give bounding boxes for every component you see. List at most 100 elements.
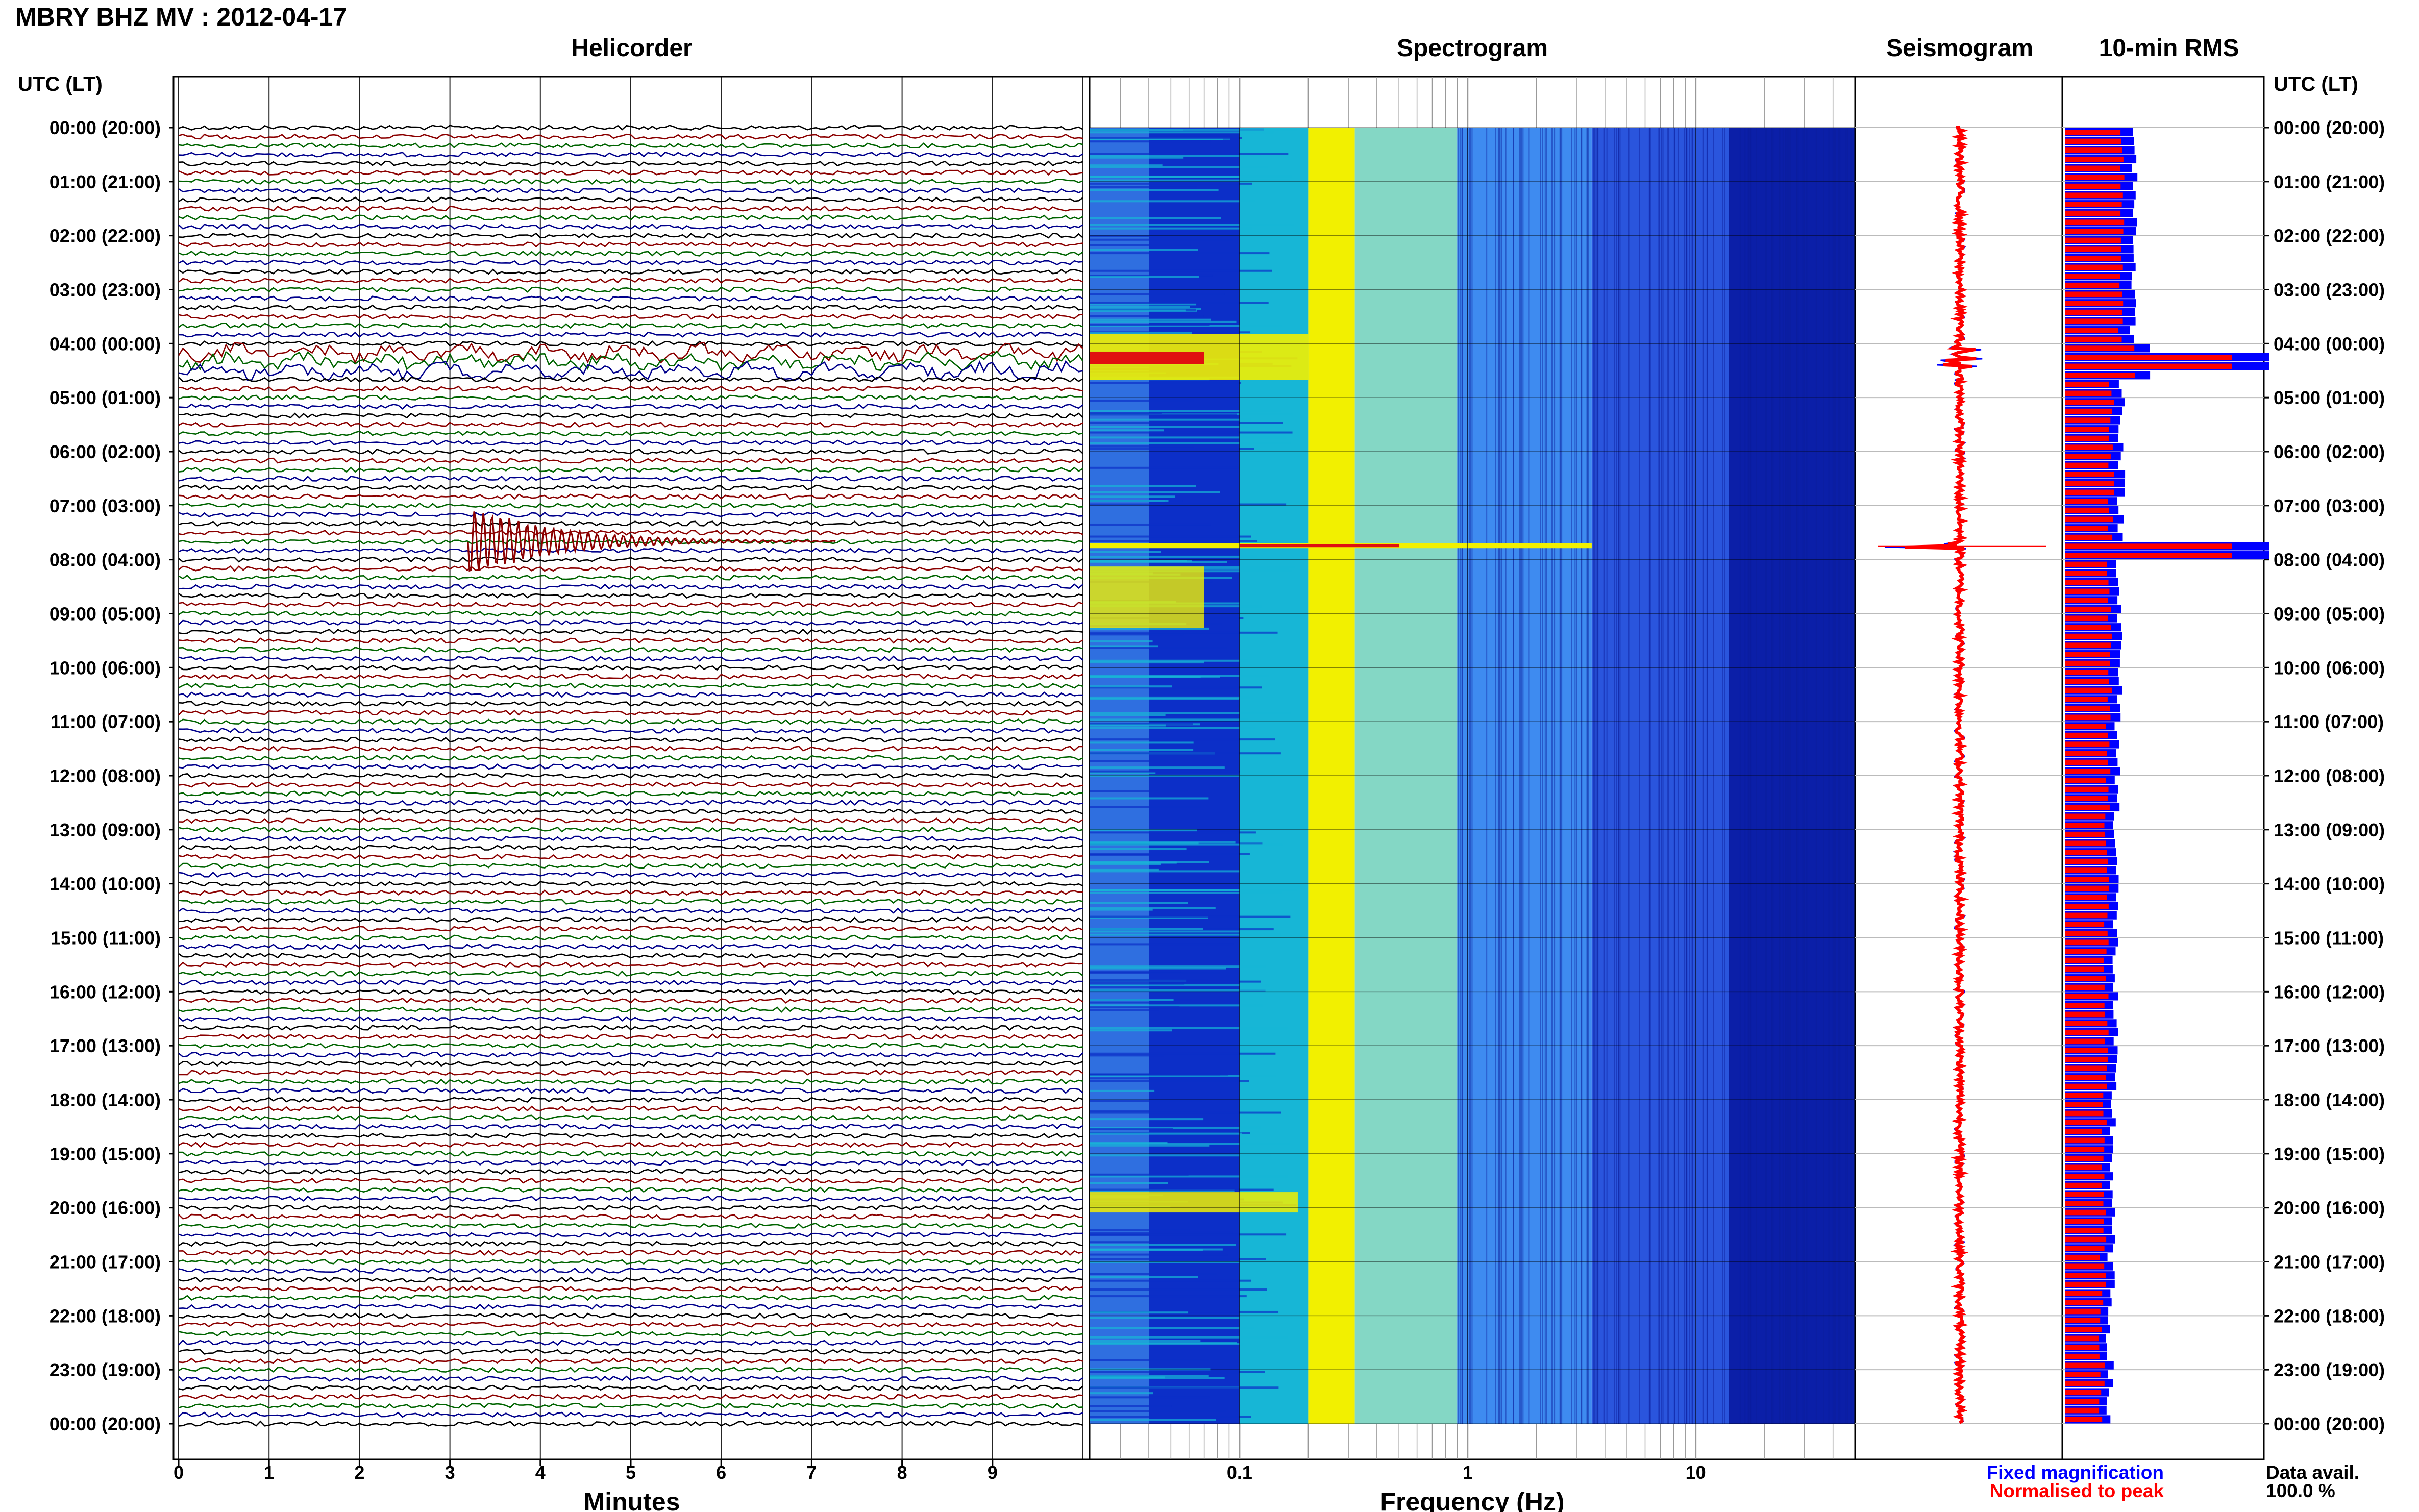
helicorder-trace (178, 772, 1083, 779)
helicorder-trace (178, 223, 1083, 230)
rms-bar-normalised (2065, 571, 2107, 576)
rms-panel (2061, 76, 2269, 1460)
helicorder-trace (178, 1394, 1083, 1400)
helicorder-trace (178, 313, 1083, 320)
time-tick-left: 21:00 (17:00) (50, 1252, 161, 1273)
rms-bar-normalised (2065, 1102, 2103, 1107)
time-tick-right: 10:00 (06:00) (2274, 657, 2385, 678)
minute-tick-label: 2 (354, 1462, 364, 1483)
helicorder-trace (178, 439, 1083, 446)
time-tick-left: 00:00 (20:00) (50, 1414, 161, 1434)
helicorder-trace (178, 250, 1083, 257)
helicorder-trace (178, 268, 1083, 275)
helicorder-trace (178, 1276, 1083, 1283)
helicorder-trace (178, 430, 1083, 437)
time-tick-right: 06:00 (02:00) (2274, 441, 2385, 462)
rms-bar-normalised (2065, 390, 2112, 396)
helicorder-trace (178, 160, 1083, 167)
helicorder-panel (172, 76, 1091, 1460)
helicorder-trace (178, 360, 1083, 382)
helicorder-trace (178, 1295, 1083, 1301)
time-tick-right: 04:00 (00:00) (2274, 333, 2385, 354)
helicorder-trace (178, 952, 1083, 959)
helicorder-trace (178, 152, 1083, 158)
time-axis-label-right: UTC (LT) (2274, 73, 2358, 95)
rms-bar-normalised (2065, 670, 2109, 675)
rms-bar-normalised (2065, 939, 2109, 946)
rms-bar-normalised (2065, 156, 2124, 162)
spectrogram-event-hot (1239, 544, 1399, 548)
helicorder-trace (178, 944, 1083, 950)
time-tick-left: 03:00 (23:00) (50, 280, 161, 301)
helicorder-trace (178, 394, 1083, 401)
rms-bar-normalised (2065, 1110, 2104, 1117)
spectrogram-image (1090, 128, 1856, 1424)
helicorder-trace (178, 1015, 1083, 1022)
helicorder-trace (178, 1159, 1083, 1166)
rms-bar-normalised (2065, 1128, 2102, 1134)
minute-tick-label: 0 (174, 1462, 184, 1483)
rms-bar-normalised (2065, 1362, 2105, 1369)
helicorder-trace (178, 610, 1083, 617)
rms-bar-normalised (2065, 769, 2111, 774)
helicorder-trace (178, 565, 1083, 572)
rms-bar-normalised (2065, 966, 2104, 973)
rms-bar-normalised (2065, 994, 2109, 999)
helicorder-trace (178, 304, 1083, 311)
rms-bar-normalised (2065, 957, 2104, 963)
helicorder-trace (178, 664, 1083, 671)
helicorder-trace (178, 1105, 1083, 1112)
helicorder-trace (178, 142, 1083, 149)
helicorder-trace (178, 1312, 1083, 1319)
rms-bar-normalised (2065, 1246, 2105, 1251)
rms-bar-normalised (2065, 1120, 2107, 1125)
time-tick-left: 16:00 (12:00) (50, 981, 161, 1002)
helicorder-trace (178, 628, 1083, 635)
rms-bar-normalised (2065, 202, 2122, 207)
helicorder-trace (178, 673, 1083, 680)
helicorder-trace (178, 1268, 1083, 1274)
frequency-axis-title: Frequency (Hz) (1380, 1488, 1564, 1512)
rms-bar-normalised (2065, 489, 2114, 495)
rms-bar-normalised (2065, 1417, 2103, 1422)
legend-normalised-to-peak: Normalised to peak (1990, 1480, 2164, 1501)
helicorder-trace (178, 214, 1083, 221)
time-tick-left: 09:00 (05:00) (50, 604, 161, 625)
helicorder-trace (178, 790, 1083, 797)
rms-bar-normalised (2065, 373, 2135, 378)
rms-bar-normalised (2065, 526, 2108, 531)
rms-bar-normalised (2065, 1021, 2108, 1026)
rms-bar-normalised (2065, 1093, 2104, 1098)
rms-bar-normalised (2065, 912, 2108, 919)
time-tick-left: 20:00 (16:00) (50, 1198, 161, 1219)
time-tick-right: 18:00 (14:00) (2274, 1089, 2385, 1110)
helicorder-trace (178, 133, 1083, 140)
helicorder-trace (178, 754, 1083, 761)
rms-bar-normalised (2065, 759, 2108, 765)
time-tick-right: 14:00 (10:00) (2274, 874, 2385, 895)
rms-bar-normalised (2065, 1380, 2105, 1386)
helicorder-trace (178, 835, 1083, 842)
spectrogram-band (1591, 128, 1729, 1424)
helicorder-trace (178, 979, 1083, 986)
helicorder-trace (178, 1087, 1083, 1094)
rms-bars (2065, 128, 2269, 1424)
seismogram-title: Seismogram (1886, 35, 2033, 62)
rms-bar-normalised (2065, 976, 2106, 981)
time-tick-left: 10:00 (06:00) (50, 657, 161, 678)
time-tick-right: 01:00 (21:00) (2274, 171, 2385, 192)
time-tick-right: 20:00 (16:00) (2274, 1198, 2385, 1219)
minute-tick-label: 9 (988, 1462, 998, 1483)
rms-bar-normalised (2065, 435, 2109, 441)
rms-bar-normalised (2065, 1174, 2105, 1179)
helicorder-trace (178, 637, 1083, 644)
rms-bar-normalised (2065, 130, 2121, 135)
time-tick-left: 19:00 (15:00) (50, 1144, 161, 1164)
time-tick-left: 11:00 (07:00) (51, 711, 161, 732)
rms-bar-normalised (2065, 850, 2107, 855)
time-tick-left: 07:00 (03:00) (50, 495, 161, 516)
helicorder-trace (178, 511, 1083, 518)
time-tick-left: 13:00 (09:00) (50, 820, 161, 840)
rms-bar-normalised (2065, 714, 2111, 721)
